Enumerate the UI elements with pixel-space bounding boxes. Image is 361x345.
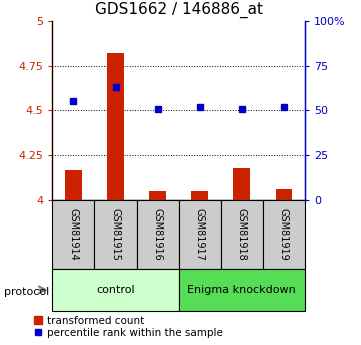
Bar <box>179 269 305 310</box>
Bar <box>191 191 208 200</box>
Bar <box>263 200 305 269</box>
Text: control: control <box>96 285 135 295</box>
Bar <box>65 170 82 200</box>
Bar <box>221 200 263 269</box>
Bar <box>179 200 221 269</box>
Text: GSM81919: GSM81919 <box>279 208 289 261</box>
Text: GSM81914: GSM81914 <box>68 208 78 261</box>
Text: GSM81915: GSM81915 <box>110 208 121 261</box>
Bar <box>275 189 292 200</box>
Text: GSM81918: GSM81918 <box>237 208 247 261</box>
Bar <box>234 168 250 200</box>
Text: Enigma knockdown: Enigma knockdown <box>187 285 296 295</box>
Title: GDS1662 / 146886_at: GDS1662 / 146886_at <box>95 2 263 18</box>
Text: GSM81916: GSM81916 <box>153 208 163 261</box>
Bar <box>149 191 166 200</box>
Bar <box>107 53 124 200</box>
Text: protocol: protocol <box>4 287 49 296</box>
Legend: transformed count, percentile rank within the sample: transformed count, percentile rank withi… <box>34 316 222 338</box>
Text: GSM81917: GSM81917 <box>195 208 205 261</box>
Bar <box>52 269 179 310</box>
Bar <box>52 200 95 269</box>
Bar <box>136 200 179 269</box>
Bar <box>95 200 136 269</box>
